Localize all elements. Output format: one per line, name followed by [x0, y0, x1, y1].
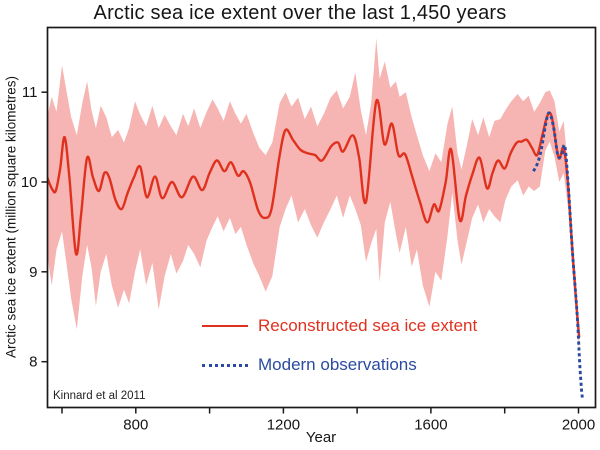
legend-item-observations: Modern observations	[202, 354, 477, 376]
y-tick-label: 11	[22, 84, 38, 101]
solid-line-swatch	[202, 325, 248, 327]
reconstructed-sea-ice-line	[47, 98, 581, 338]
y-tick-label: 10	[21, 174, 38, 191]
plot-border	[46, 26, 597, 409]
x-tick-label: 1600	[414, 417, 447, 434]
modern-observations-line	[532, 111, 585, 400]
x-axis-label: Year	[305, 429, 337, 446]
legend-label-observations: Modern observations	[258, 355, 417, 374]
y-tick-label: 8	[29, 354, 37, 371]
chart-title: Arctic sea ice extent over the last 1,45…	[93, 2, 507, 24]
uncertainty-band	[47, 38, 580, 353]
legend: Reconstructed sea ice extent Modern obse…	[202, 315, 477, 376]
legend-item-reconstructed: Reconstructed sea ice extent	[202, 315, 477, 337]
x-tick-label: 1200	[267, 417, 300, 434]
x-tick-label: 800	[123, 417, 148, 434]
legend-label-reconstructed: Reconstructed sea ice extent	[258, 316, 478, 335]
y-axis-label: Arctic sea ice extent (million square ki…	[3, 75, 19, 359]
attribution-text: Kinnard et al 2011	[53, 390, 146, 402]
dotted-line-swatch	[202, 363, 248, 367]
y-tick-label: 9	[29, 264, 37, 281]
x-tick-label: 2000	[562, 417, 595, 434]
